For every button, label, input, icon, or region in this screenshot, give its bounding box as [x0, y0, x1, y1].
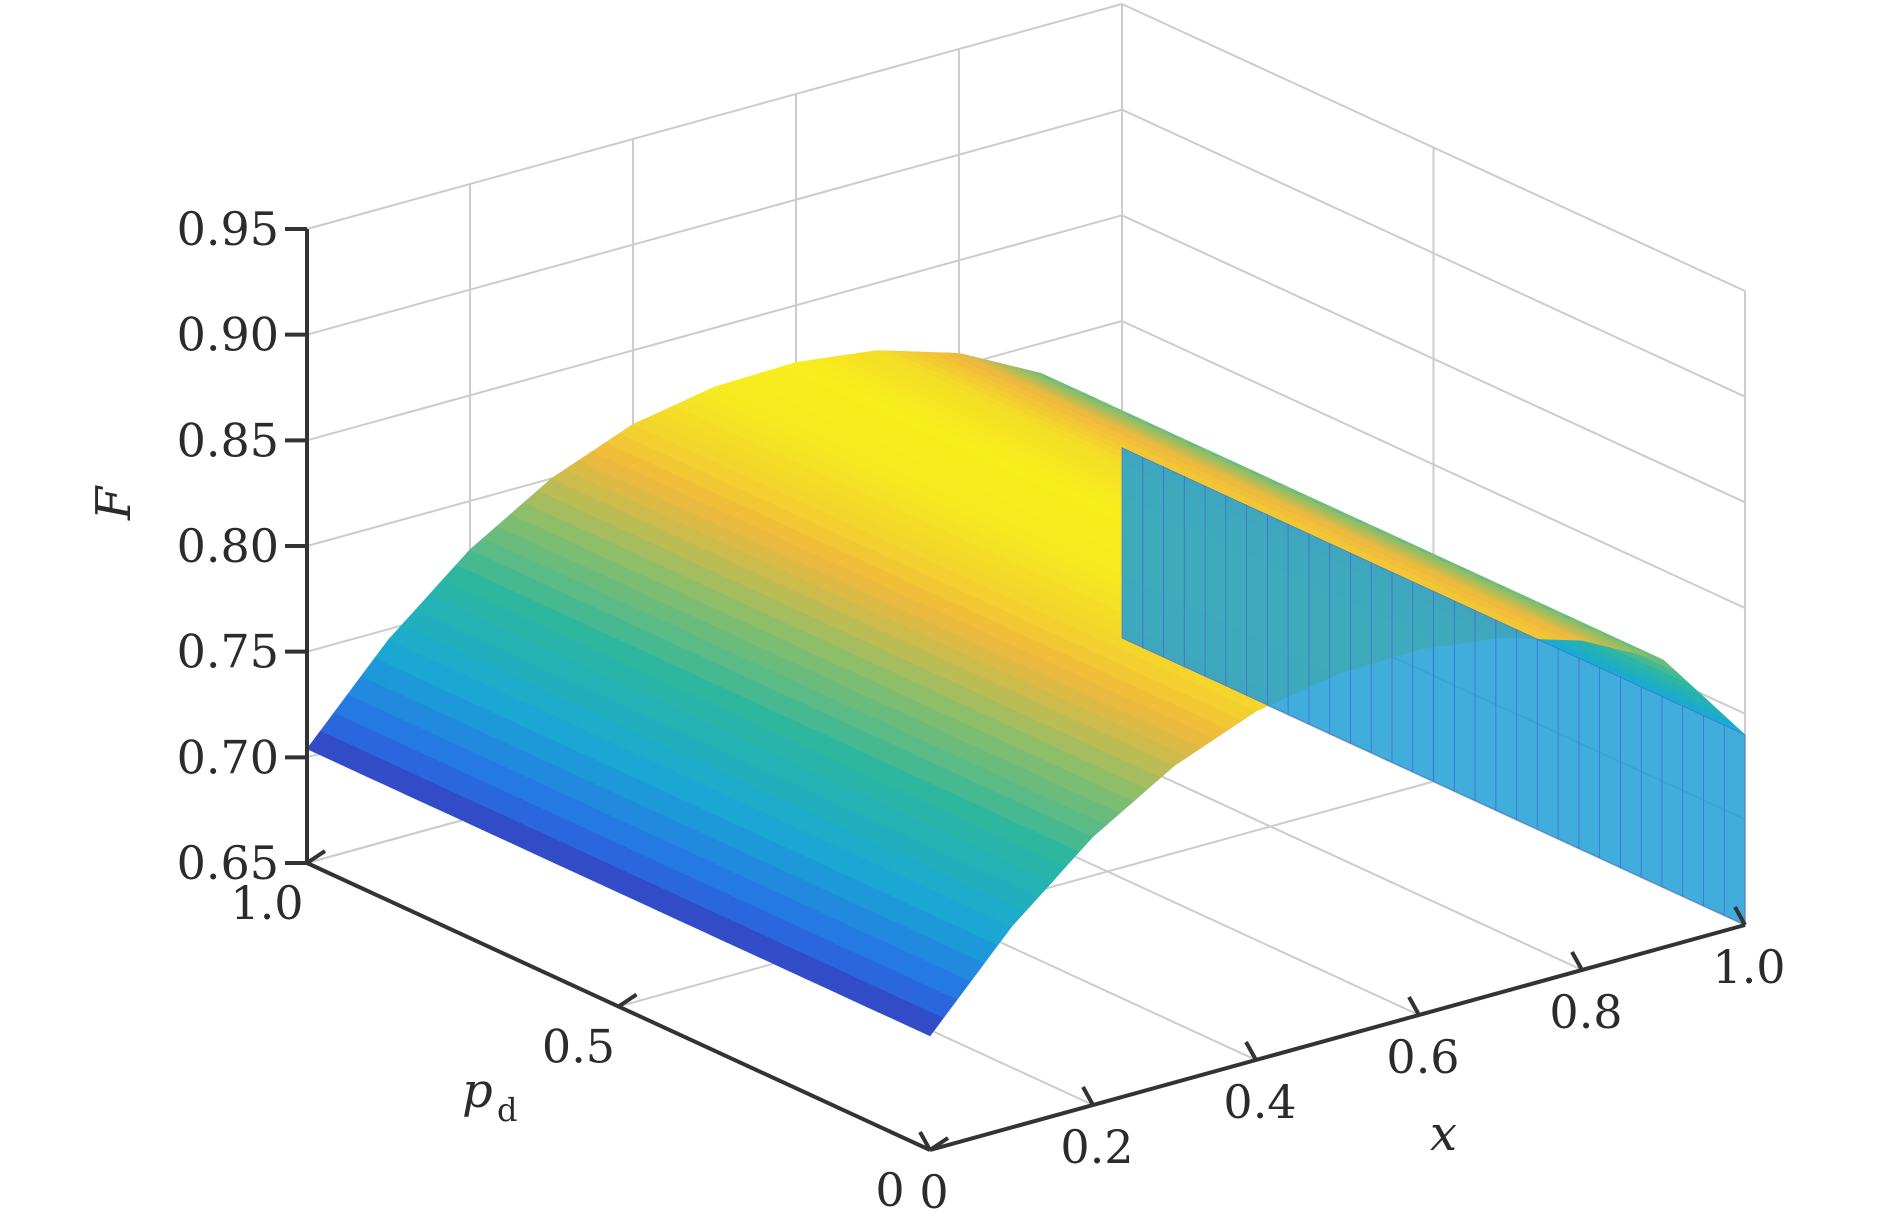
surface-edge-patch — [1183, 475, 1206, 677]
pd-tick-label-1: 0.5 — [542, 1020, 615, 1074]
surface-plot — [306, 350, 1746, 1037]
z-tick-label-4: 0.85 — [177, 413, 279, 467]
x-tick-label-5: 1.0 — [1712, 940, 1785, 994]
surface-edge-patch — [1578, 657, 1600, 859]
back-wall-grid-z-4 — [306, 214, 1123, 442]
surface-edge-patch — [1640, 686, 1663, 888]
surface-edge-patch — [1267, 514, 1289, 716]
surface-edge-patch — [1433, 590, 1455, 792]
back-wall-grid-z-6 — [306, 3, 1123, 230]
pd-tick-label-0: 0 — [875, 1163, 904, 1217]
x-tick-mark-5 — [1733, 906, 1747, 926]
surface-edge-patch — [1308, 533, 1331, 735]
x-tick-label-0: 0 — [919, 1165, 948, 1219]
surface-edge-patch — [1703, 715, 1725, 917]
x-tick-mark-0 — [918, 1131, 932, 1151]
x-tick-label-3: 0.6 — [1386, 1030, 1459, 1084]
side-wall-grid-z-6 — [1121, 3, 1746, 292]
tick-labels: 0.650.700.750.800.850.900.9500.20.40.60.… — [177, 202, 1786, 1219]
back-wall-grid-z-5 — [306, 108, 1123, 336]
surface-edge-patch — [1661, 695, 1684, 897]
z-tick-label-0: 0.65 — [177, 836, 279, 890]
axes — [285, 227, 1747, 1152]
surface-edge-patch — [1495, 619, 1517, 821]
surface-edge-patch — [1412, 581, 1434, 783]
x-tick-mark-3 — [1407, 996, 1421, 1016]
pd-tick-mark-1 — [617, 992, 638, 1009]
y-axis-label-main: p — [462, 1063, 493, 1119]
z-tick-label-1: 0.70 — [177, 730, 279, 784]
surface-edge-patch — [1682, 705, 1704, 907]
surface-edge-patch — [1246, 504, 1268, 706]
x-tick-label-4: 0.8 — [1549, 985, 1622, 1039]
surface-edge-patch — [1204, 485, 1227, 687]
x-tick-label-2: 0.4 — [1223, 1075, 1296, 1129]
side-wall-grid-z-4 — [1121, 214, 1746, 504]
x-tick-mark-4 — [1570, 951, 1584, 971]
x-axis-label: x — [1430, 1106, 1457, 1162]
side-wall-grid-z-3 — [1121, 320, 1746, 609]
side-wall-grid-z-5 — [1121, 108, 1746, 398]
surface-edge-patch — [1723, 724, 1746, 926]
surface-edge-patch — [1350, 552, 1372, 754]
surface-edge-patch — [1142, 456, 1164, 658]
surface-edge-patch — [1536, 638, 1559, 840]
x-axis-line — [929, 923, 1746, 1152]
surface-edge-patch — [1391, 571, 1414, 773]
pd-tick-label-2: 1.0 — [230, 876, 303, 930]
x-tick-mark-2 — [1244, 1041, 1258, 1061]
surface-edge-patch — [1599, 667, 1621, 869]
x-tick-label-1: 0.2 — [1060, 1120, 1133, 1174]
surface-edge-patch — [1121, 447, 1144, 649]
surface-edge-patch — [1453, 600, 1476, 802]
y-axis-label-subscript: d — [497, 1091, 517, 1129]
surface-edge-patch — [1557, 648, 1580, 850]
z-axis-label: F — [86, 485, 142, 521]
surface-edge-patch — [1287, 523, 1310, 725]
surface-edge-patch — [1370, 561, 1393, 764]
z-tick-label-5: 0.90 — [177, 308, 279, 362]
y-axis-label: p d — [462, 1063, 517, 1129]
surface-edge-patch — [1329, 542, 1351, 744]
pd-tick-mark-2 — [305, 849, 327, 865]
surface-edge-patch — [1163, 466, 1185, 668]
surface-edge-patch — [1516, 628, 1538, 830]
surface-edge-patch — [1620, 676, 1642, 878]
z-tick-label-3: 0.80 — [177, 519, 279, 573]
x-tick-mark-1 — [1081, 1086, 1095, 1106]
pd-tick-mark-0 — [928, 1136, 950, 1152]
z-tick-label-2: 0.75 — [177, 625, 279, 679]
z-tick-label-6: 0.95 — [177, 202, 279, 256]
surface-edge-patch — [1225, 494, 1247, 697]
surface-edge-patch — [1474, 609, 1497, 811]
